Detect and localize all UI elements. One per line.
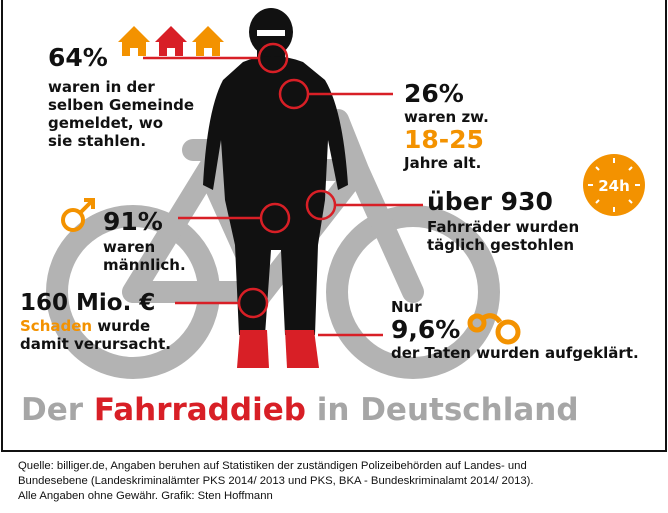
stat-text: waren in der selben Gemeinde gemeldet, w…	[48, 78, 194, 150]
stat-value: 160 Mio. €	[20, 290, 156, 316]
callout-markers	[143, 42, 423, 337]
stat-age: 26% waren zw. 18-25 Jahre alt.	[404, 79, 489, 173]
footer-line: Alle Angaben ohne Gewähr. Grafik: Sten H…	[18, 490, 273, 502]
stat-residence: 64% waren in der selben Gemeinde gemelde…	[48, 43, 194, 151]
clock-label: 24h	[598, 177, 630, 195]
stat-solved: Nur 9,6% der Taten wurden aufgeklärt.	[391, 298, 639, 362]
line: sie stahlen.	[48, 132, 147, 150]
line: waren	[103, 238, 156, 256]
house-icons	[118, 26, 224, 56]
line: Fahrräder wurden	[427, 218, 580, 236]
illustration: 24h	[46, 8, 645, 379]
line: waren in der	[48, 78, 155, 96]
footer-line: Bundesebene (Landeskriminalämter PKS 201…	[18, 475, 534, 487]
line: männlich.	[103, 256, 186, 274]
stat-text: damit verursacht.	[20, 335, 171, 353]
stat-prefix: Nur	[391, 298, 422, 316]
mask-eyes	[257, 30, 285, 36]
stat-value: 26%	[404, 79, 464, 108]
line: gemeldet, wo	[48, 114, 164, 132]
title-highlight: Fahrraddieb	[93, 392, 306, 428]
shoes	[237, 330, 319, 368]
title-part: Der	[21, 392, 94, 428]
stat-daily: über 930 Fahrräder wurden täglich gestoh…	[427, 187, 579, 255]
infographic-frame: 24h 64% waren in der selben Gemeinde gem…	[1, 0, 667, 452]
stat-value: 9,6%	[391, 315, 461, 344]
highlight: Schaden	[20, 317, 93, 335]
stat-text: Fahrräder wurden täglich gestohlen	[427, 218, 579, 254]
stat-text: der Taten wurden aufgeklärt.	[391, 344, 639, 362]
stat-text: Jahre alt.	[404, 154, 482, 172]
stat-damage: 160 Mio. € Schaden wurde damit verursach…	[20, 289, 171, 353]
infographic-title: Der Fahrraddieb in Deutschland	[21, 392, 579, 428]
stat-value: 91%	[103, 207, 163, 236]
house-icon	[155, 26, 187, 56]
source-footer: Quelle: billiger.de, Angaben beruhen auf…	[18, 459, 534, 504]
stat-text: wurde	[92, 317, 151, 335]
stat-value: über 930	[427, 187, 553, 216]
line: täglich gestohlen	[427, 236, 575, 254]
stat-male: 91% waren männlich.	[103, 207, 186, 275]
stat-text: waren männlich.	[103, 238, 186, 274]
title-part: in Deutschland	[305, 392, 579, 428]
line: selben Gemeinde	[48, 96, 195, 114]
clock-24h-icon: 24h	[583, 154, 645, 216]
stat-value: 64%	[48, 43, 108, 72]
footer-line: Quelle: billiger.de, Angaben beruhen auf…	[18, 460, 527, 472]
stat-text: waren zw.	[404, 108, 489, 126]
male-symbol-icon	[61, 198, 95, 232]
handcuffs-icon	[467, 313, 521, 345]
house-icon	[192, 26, 224, 56]
age-range: 18-25	[404, 125, 484, 154]
house-icon	[118, 26, 150, 56]
